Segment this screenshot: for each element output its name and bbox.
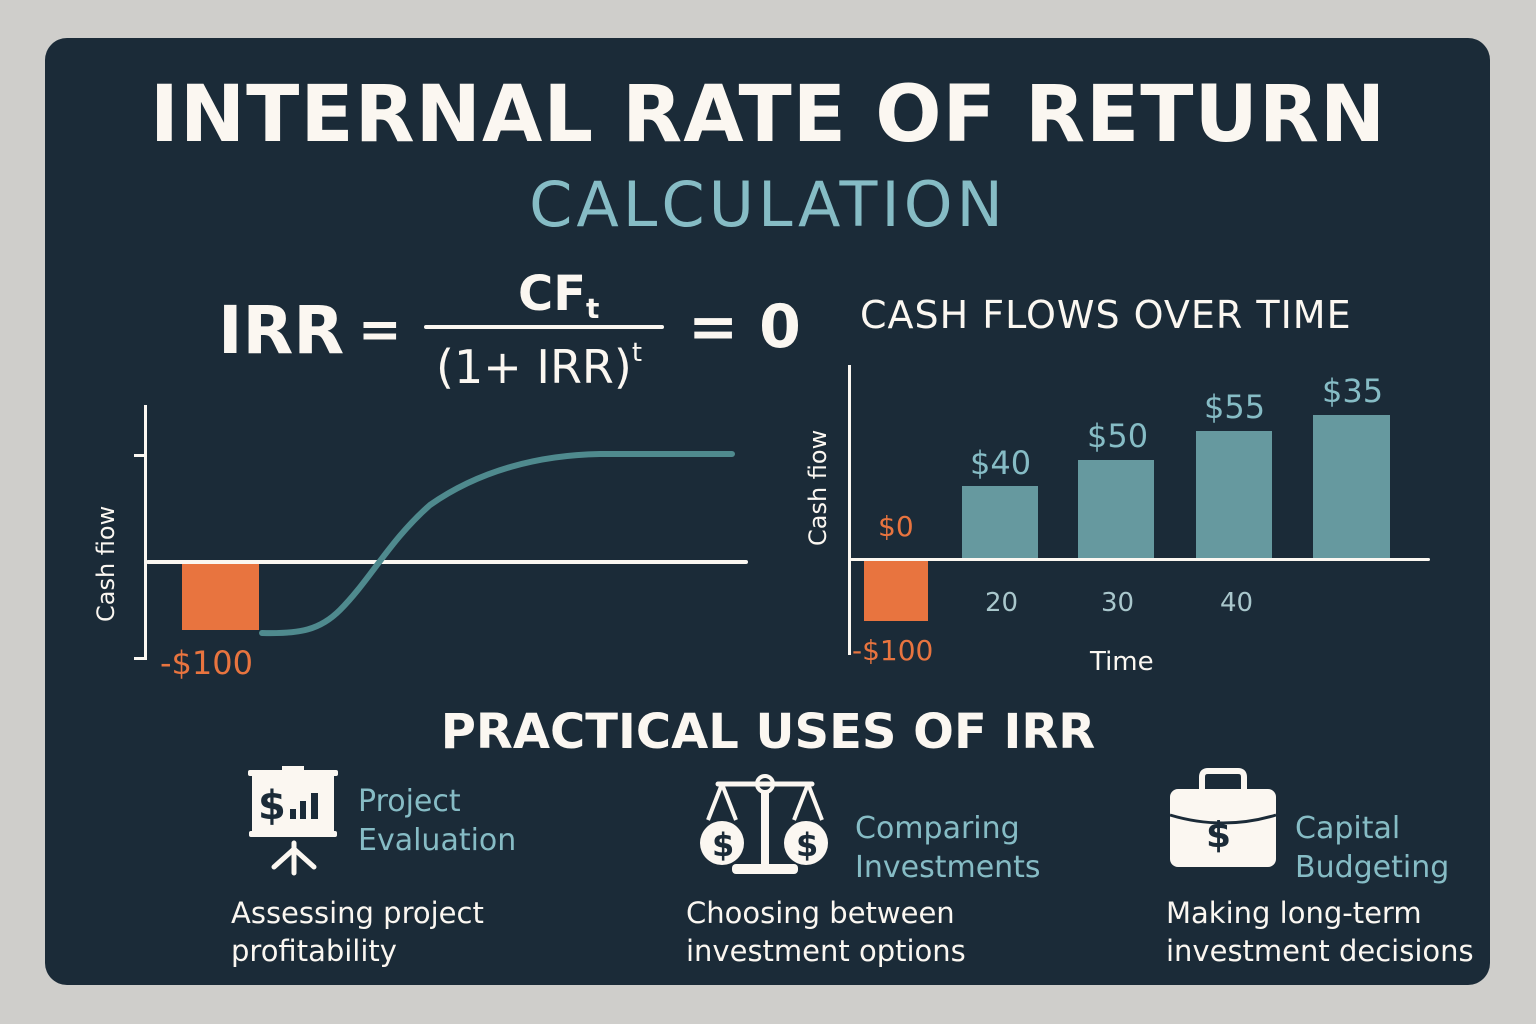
- use-title-line2: Budgeting: [1295, 850, 1450, 885]
- bar-1: [962, 486, 1038, 558]
- use-desc-line1: Making long-term: [1166, 896, 1422, 930]
- use-desc-line2: investment options: [686, 934, 966, 968]
- negative-label: -$100: [852, 634, 934, 667]
- formula-numerator: CFt: [518, 266, 599, 325]
- bar-4-label: $35: [1322, 372, 1384, 410]
- y-axis-tick-bottom: [134, 657, 146, 660]
- presentation-chart-icon: $: [248, 766, 338, 876]
- page-title: INTERNAL RATE OF RETURN: [149, 70, 1387, 160]
- use-desc-line2: investment decisions: [1166, 934, 1474, 968]
- initial-investment-bar: [182, 564, 259, 630]
- numerator-text: CF: [518, 266, 587, 322]
- formula-equals: =: [358, 300, 402, 360]
- y-axis: [144, 405, 147, 660]
- y-axis-label: Cash fiow: [804, 429, 832, 546]
- use-description: Choosing between investment options: [686, 894, 966, 970]
- x-axis-label: Time: [1090, 647, 1154, 677]
- formula-equals-zero: = 0: [688, 292, 801, 362]
- use-title: Comparing Investments: [855, 809, 1041, 887]
- svg-text:$: $: [258, 783, 286, 829]
- formula-lhs: IRR: [218, 292, 345, 369]
- use-title-line1: Project: [358, 784, 461, 819]
- bar-2-label: $50: [1087, 417, 1149, 455]
- x-tick-40: 40: [1220, 588, 1254, 618]
- use-title: Project Evaluation: [358, 782, 516, 860]
- y-axis: [848, 365, 851, 655]
- svg-text:$: $: [712, 826, 734, 864]
- balance-scale-icon: $ $: [700, 774, 828, 874]
- use-title-line1: Comparing: [855, 811, 1020, 846]
- page-subtitle: CALCULATION: [529, 168, 1007, 241]
- y-axis-tick-top: [134, 454, 146, 457]
- use-description: Making long-term investment decisions: [1166, 894, 1474, 970]
- bar-3: [1196, 431, 1272, 558]
- section-title-practical-uses: PRACTICAL USES OF IRR: [440, 704, 1096, 760]
- denominator-exponent: t: [631, 338, 643, 368]
- use-title-line2: Investments: [855, 850, 1041, 885]
- x-axis-zero-line: [146, 560, 748, 564]
- x-axis: [850, 558, 1430, 561]
- bar-4: [1313, 415, 1390, 558]
- bar-3-label: $55: [1204, 388, 1266, 426]
- x-tick-20: 20: [985, 588, 1019, 618]
- x-tick-30: 30: [1101, 588, 1135, 618]
- use-desc-line1: Assessing project: [231, 896, 484, 930]
- svg-text:$: $: [796, 826, 818, 864]
- formula-denominator: (1+ IRR)t: [436, 338, 642, 394]
- use-desc-line1: Choosing between: [686, 896, 955, 930]
- denominator-text: (1+ IRR): [436, 340, 632, 394]
- bar-2: [1078, 460, 1154, 558]
- numerator-subscript: t: [586, 292, 600, 325]
- chart-title: CASH FLOWS OVER TIME: [860, 293, 1352, 337]
- use-title-line1: Capital: [1295, 811, 1401, 846]
- svg-text:$: $: [1206, 815, 1231, 856]
- initial-investment-label: -$100: [160, 644, 253, 682]
- use-title-line2: Evaluation: [358, 823, 517, 858]
- bar-negative: [864, 561, 928, 621]
- briefcase-dollar-icon: $: [1169, 768, 1277, 867]
- use-title: Capital Budgeting: [1295, 809, 1449, 887]
- zero-label: $0: [878, 510, 914, 543]
- use-description: Assessing project profitability: [231, 894, 484, 970]
- fraction-bar: [424, 325, 664, 329]
- bar-1-label: $40: [970, 444, 1032, 482]
- use-desc-line2: profitability: [231, 934, 397, 968]
